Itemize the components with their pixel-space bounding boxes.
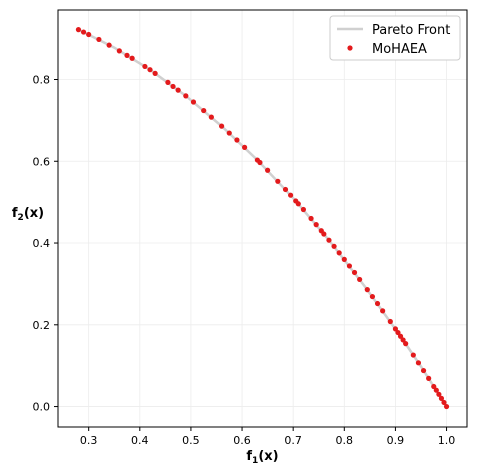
mohaea-point [351, 269, 358, 276]
mohaea-points-layer [75, 27, 450, 410]
y-axis-label-subscript: 2 [18, 213, 24, 223]
x-tick-label: 1.0 [438, 434, 456, 447]
mohaea-point [265, 167, 271, 173]
x-tick-label: 0.7 [284, 434, 302, 447]
mohaea-point [426, 375, 432, 381]
mohaea-point [415, 360, 422, 366]
mohaea-point [96, 36, 102, 43]
mohaea-point [226, 130, 232, 136]
mohaea-point [219, 123, 225, 129]
plot-frame [57, 9, 468, 428]
y-tick-label: 0.4 [33, 237, 51, 250]
x-tick-label: 0.5 [182, 434, 200, 447]
mohaea-point [106, 42, 112, 48]
y-tick-label: 0.0 [33, 401, 51, 414]
mohaea-point [75, 27, 82, 33]
legend-box [329, 15, 461, 61]
mohaea-point [392, 326, 399, 332]
mohaea-point [129, 55, 135, 61]
mohaea-point [183, 93, 189, 99]
y-axis-label: f2(x) [12, 206, 44, 223]
mohaea-point [308, 215, 314, 222]
pareto-front-line [77, 28, 448, 408]
mohaea-point [282, 186, 289, 193]
mohaea-point [331, 243, 337, 249]
x-axis-label-subscript: 1 [252, 456, 258, 466]
mohaea-point [295, 201, 301, 207]
legend: Pareto Front MoHAEA [329, 15, 461, 61]
mohaea-point [275, 178, 281, 184]
legend-pareto-front-label: Pareto Front [372, 23, 450, 38]
legend-mohaea-swatch [347, 45, 353, 51]
mohaea-point [341, 256, 347, 262]
x-tick-label: 0.9 [387, 434, 405, 447]
mohaea-point [374, 300, 381, 307]
mohaea-point [86, 31, 92, 38]
mohaea-point [346, 263, 353, 269]
mohaea-point [395, 329, 401, 336]
axis-ticks: 0.3 0.4 0.5 0.6 0.7 0.8 0.9 1.0 0.0 0.2 0.4 0.6 0.8 [33, 74, 456, 448]
mohaea-point [397, 333, 404, 339]
mohaea-point [336, 250, 342, 256]
mohaea-point [147, 67, 153, 73]
grid [58, 10, 467, 427]
y-tick-label: 0.8 [33, 74, 51, 87]
y-axis-label-main: f [12, 206, 18, 221]
mohaea-point [369, 293, 376, 300]
mohaea-point [410, 352, 416, 358]
legend-mohaea-label: MoHAEA [372, 42, 427, 57]
mohaea-point [403, 341, 409, 347]
mohaea-point [400, 337, 406, 343]
mohaea-point [436, 391, 442, 397]
mohaea-point [357, 276, 363, 283]
mohaea-point [321, 231, 327, 237]
x-tick-label: 0.8 [336, 434, 354, 447]
mohaea-point [80, 29, 87, 35]
mohaea-point [326, 237, 332, 243]
mohaea-point [201, 107, 207, 114]
x-axis-label-main: f [246, 449, 252, 464]
mohaea-point [364, 287, 370, 293]
mohaea-point [257, 159, 263, 166]
mohaea-point [431, 383, 437, 390]
mohaea-point [170, 83, 176, 90]
mohaea-point [288, 192, 294, 198]
y-tick-label: 0.6 [33, 155, 51, 168]
mohaea-point [152, 70, 158, 76]
mohaea-point [441, 399, 447, 406]
x-tick-label: 0.4 [131, 434, 149, 447]
mohaea-point [380, 308, 386, 314]
mohaea-point [142, 63, 148, 70]
mohaea-point [387, 318, 393, 325]
mohaea-point [124, 52, 130, 58]
mohaea-point [420, 367, 427, 374]
mohaea-point [116, 48, 122, 54]
mohaea-point [165, 79, 171, 85]
mohaea-point [443, 403, 450, 410]
x-axis-label: f1(x) [246, 449, 278, 466]
mohaea-point [313, 222, 319, 228]
y-tick-label: 0.2 [33, 319, 51, 332]
x-axis-label-suffix: (x) [258, 449, 278, 464]
x-tick-label: 0.6 [233, 434, 251, 447]
mohaea-point [175, 87, 181, 93]
mohaea-point [242, 144, 248, 150]
mohaea-point [234, 137, 240, 143]
x-tick-label: 0.3 [80, 434, 98, 447]
pareto-front-line-layer [77, 28, 448, 408]
mohaea-point [438, 395, 445, 401]
mohaea-point [190, 99, 197, 105]
mohaea-point [300, 206, 306, 213]
mohaea-point [433, 387, 439, 393]
y-axis-label-suffix: (x) [24, 206, 44, 221]
mohaea-point [208, 114, 214, 120]
